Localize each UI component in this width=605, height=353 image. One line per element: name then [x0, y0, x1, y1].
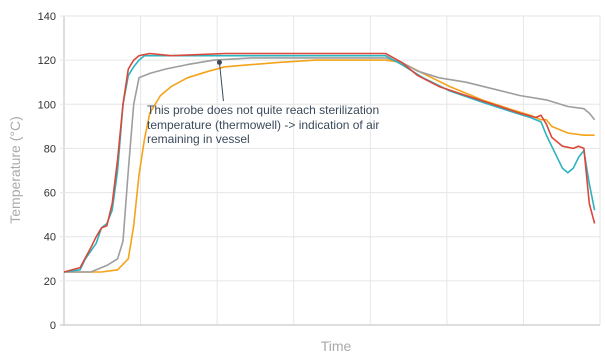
y-tick-labels: 0 20 40 60 80 100 120 140	[38, 11, 56, 332]
y-axis-title: Temperature (°C)	[7, 116, 23, 224]
x-axis-title: Time	[321, 338, 352, 353]
y-tick-label: 20	[44, 276, 56, 288]
series-line-2	[64, 57, 596, 273]
series-line-4	[63, 52, 596, 273]
annotation-line-3: remaining in vessel	[147, 132, 250, 146]
series-line-3	[63, 54, 596, 273]
annotation-marker	[216, 59, 222, 65]
annotation-line-1: This probe does not quite reach steriliz…	[147, 103, 379, 117]
y-tick-label: 80	[44, 143, 56, 155]
series-line-1	[64, 59, 595, 273]
annotation-line-2: temperature (thermowell) -> indication o…	[147, 118, 379, 132]
chart-grid	[60, 15, 601, 326]
y-tick-label: 40	[44, 232, 56, 244]
chart-annotation: This probe does not quite reach steriliz…	[147, 59, 379, 146]
y-tick-label: 100	[38, 99, 56, 111]
annotation-leader-line	[218, 62, 224, 102]
y-tick-label: 120	[38, 55, 56, 67]
chart-series	[63, 52, 596, 273]
y-tick-label: 0	[50, 320, 56, 332]
y-tick-label: 60	[44, 188, 56, 200]
y-tick-label: 140	[38, 11, 56, 23]
